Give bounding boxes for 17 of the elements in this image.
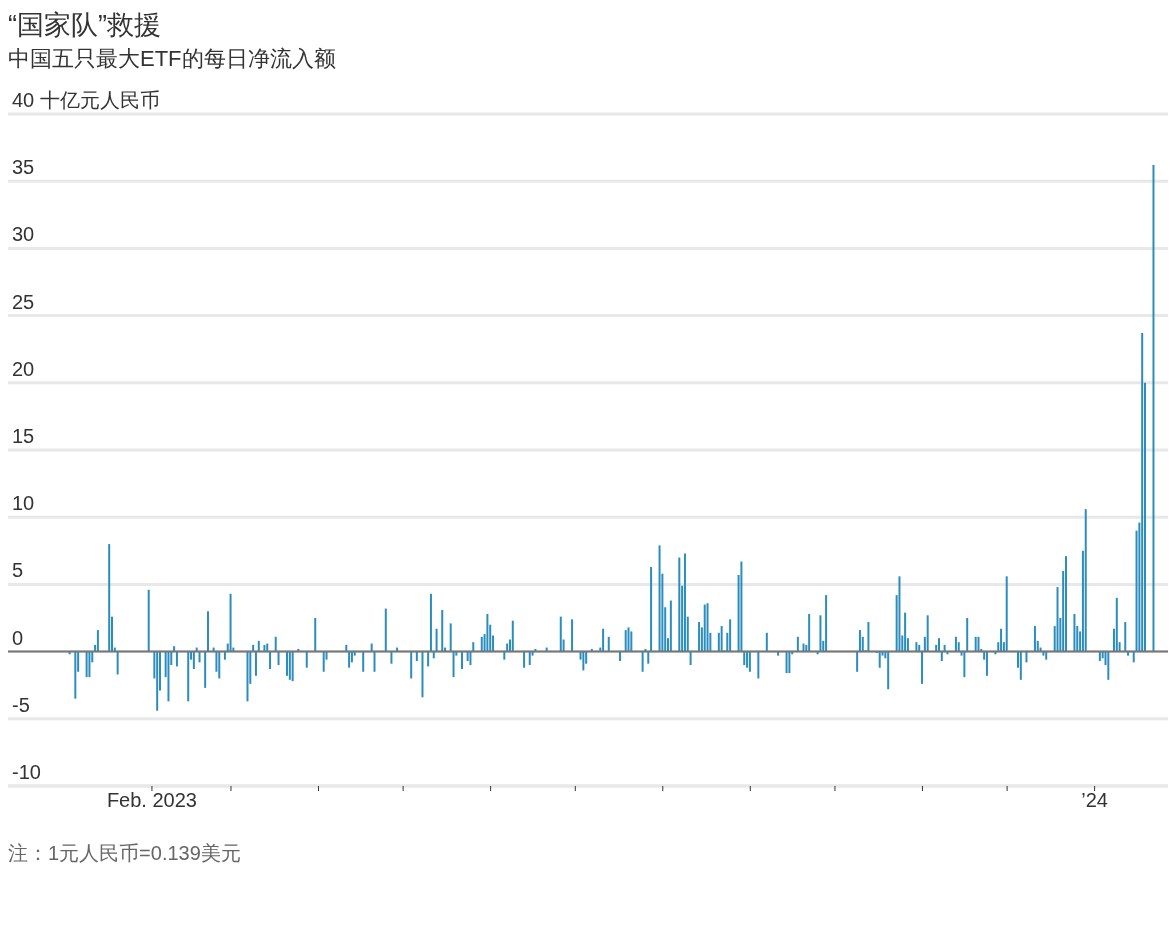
x-tick-label: ’24 xyxy=(1081,789,1108,812)
y-tick-label: 15 xyxy=(12,425,35,447)
y-tick-label: -10 xyxy=(12,761,41,783)
y-tick-label: 0 xyxy=(12,626,24,649)
y-tick-label: 40 xyxy=(12,89,35,111)
chart-title: “国家队”救援 xyxy=(8,9,162,42)
x-tick-label: Feb. 2023 xyxy=(106,789,197,812)
y-tick-label: -5 xyxy=(12,693,30,716)
y-tick-label: 35 xyxy=(12,156,35,179)
y-tick-label: 30 xyxy=(12,223,35,246)
chart-subtitle: 中国五只最大ETF的每日净流入额 xyxy=(8,45,337,73)
y-tick-label: 20 xyxy=(12,357,35,380)
y-tick-label: 10 xyxy=(12,492,35,515)
text: 注：1元人民币=0.139美元 xyxy=(8,841,242,866)
y-tick-label: 5 xyxy=(12,559,24,582)
y-tick-label: 25 xyxy=(12,290,35,313)
y-axis-title: 十亿元人民币 xyxy=(40,89,161,111)
